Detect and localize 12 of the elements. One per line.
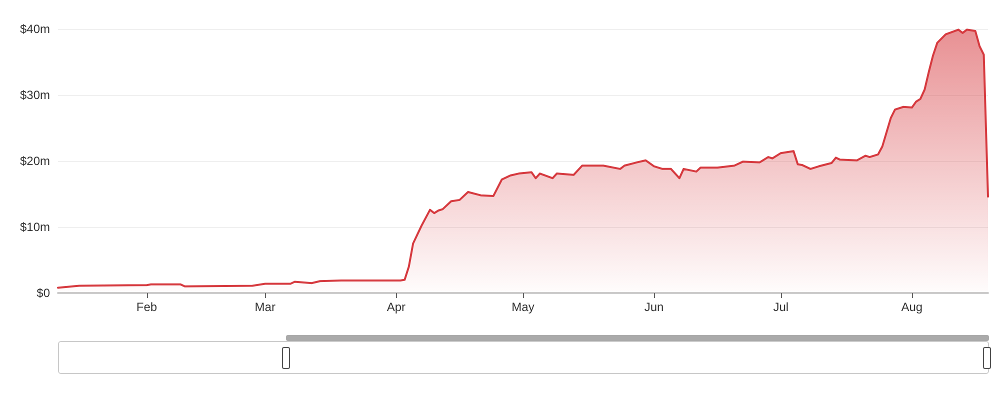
y-tick-label: $10m <box>20 220 50 234</box>
y-tick-label: $30m <box>20 88 50 102</box>
x-tick-label: May <box>512 300 534 314</box>
x-tick-label: Jul <box>773 300 789 314</box>
x-tick-label: Aug <box>901 300 923 314</box>
x-tick-label: Mar <box>254 300 276 314</box>
x-tick-label: Apr <box>386 300 406 314</box>
y-tick-label: $20m <box>20 154 50 168</box>
y-tick-label: $0 <box>36 286 50 300</box>
y-tick-label: $40m <box>20 22 50 36</box>
x-tick-label: Jun <box>644 300 664 314</box>
x-tick-label: Feb <box>136 300 158 314</box>
